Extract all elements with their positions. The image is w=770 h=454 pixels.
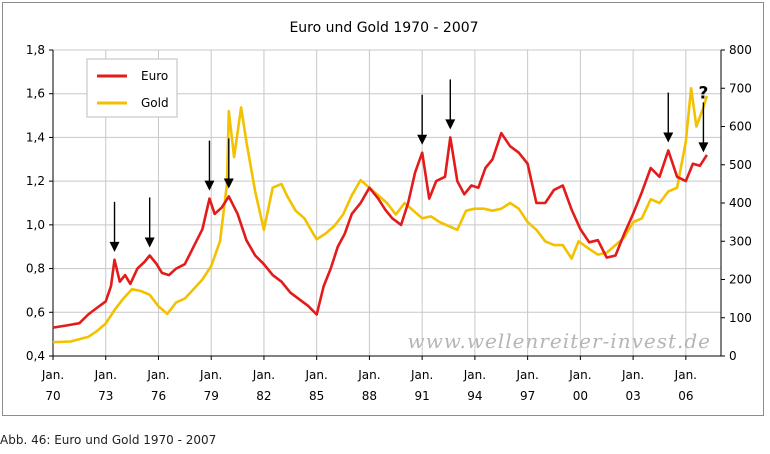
down-arrow-head	[698, 142, 709, 153]
watermark-text: www.wellenreiter-invest.de	[408, 329, 712, 353]
left-tick-label: 1,8	[26, 43, 45, 57]
question-mark-annotation: ?	[698, 83, 708, 103]
chart-frame: Euro und Gold 1970 - 2007 0,4 0,6 0,8 1,0 1,…	[2, 2, 764, 416]
chart-title: Euro und Gold 1970 - 2007	[289, 20, 478, 36]
right-tick-label: 600	[729, 120, 752, 134]
down-arrow-head	[109, 241, 120, 252]
right-tick-label: 400	[729, 196, 752, 210]
left-tick-label: 0,6	[26, 305, 45, 319]
x-tick-label-month: Jan.	[94, 368, 117, 382]
legend-gold-label: Gold	[141, 96, 169, 110]
down-arrow-head	[663, 132, 674, 143]
x-tick-label-year: 70	[45, 389, 60, 403]
left-tick-label: 0,4	[26, 349, 45, 363]
left-tick-label: 1,4	[26, 130, 45, 144]
x-tick-label-month: Jan.	[568, 368, 591, 382]
down-arrow-head	[144, 237, 155, 248]
x-tick-label-year: 03	[625, 389, 640, 403]
right-tick-label: 200	[729, 273, 752, 287]
left-tick-label: 1,0	[26, 218, 45, 232]
x-tick-label-year: 76	[151, 389, 166, 403]
x-tick-label-month: Jan.	[146, 368, 169, 382]
left-tick-label: 0,8	[26, 262, 45, 276]
down-arrow-head	[223, 178, 234, 189]
left-tick-label: 1,6	[26, 87, 45, 101]
x-tick-label-year: 73	[98, 389, 113, 403]
x-tick-label-month: Jan.	[410, 368, 433, 382]
right-tick-label: 500	[729, 158, 752, 172]
right-tick-label: 300	[729, 234, 752, 248]
right-tick-label: 700	[729, 81, 752, 95]
x-tick-label-year: 00	[573, 389, 588, 403]
x-tick-label-month: Jan.	[252, 368, 275, 382]
x-tick-label-year: 06	[678, 389, 693, 403]
x-tick-label-month: Jan.	[515, 368, 538, 382]
euro-series-line	[52, 131, 708, 329]
gold-series-line	[52, 87, 709, 344]
x-tick-label-month: Jan.	[674, 368, 697, 382]
x-tick-label-month: Jan.	[463, 368, 486, 382]
x-tick-label-year: 97	[520, 389, 535, 403]
right-tick-label: 100	[729, 311, 752, 325]
x-tick-label-month: Jan.	[621, 368, 644, 382]
x-tick-label-month: Jan.	[305, 368, 328, 382]
x-tick-label-year: 91	[415, 389, 430, 403]
down-arrow-head	[445, 119, 456, 130]
x-tick-label-year: 79	[204, 389, 219, 403]
down-arrow-head	[204, 180, 215, 191]
figure-caption: Abb. 46: Euro und Gold 1970 - 2007	[0, 433, 217, 447]
right-tick-label: 0	[729, 349, 737, 363]
x-tick-label-year: 85	[309, 389, 324, 403]
right-tick-label: 800	[729, 43, 752, 57]
left-tick-label: 1,2	[26, 174, 45, 188]
euro-gold-chart: Euro und Gold 1970 - 2007 0,4 0,6 0,8 1,0 1,…	[26, 20, 752, 403]
legend-box	[86, 58, 178, 118]
legend: Euro Gold	[86, 58, 178, 118]
x-tick-label-month: Jan.	[357, 368, 380, 382]
down-arrow-head	[417, 134, 428, 145]
x-tick-label-month: Jan.	[41, 368, 64, 382]
x-tick-label-year: 88	[362, 389, 377, 403]
x-tick-label-month: Jan.	[199, 368, 222, 382]
x-tick-label-year: 94	[467, 389, 482, 403]
legend-euro-label: Euro	[141, 69, 168, 83]
x-tick-label-year: 82	[256, 389, 271, 403]
